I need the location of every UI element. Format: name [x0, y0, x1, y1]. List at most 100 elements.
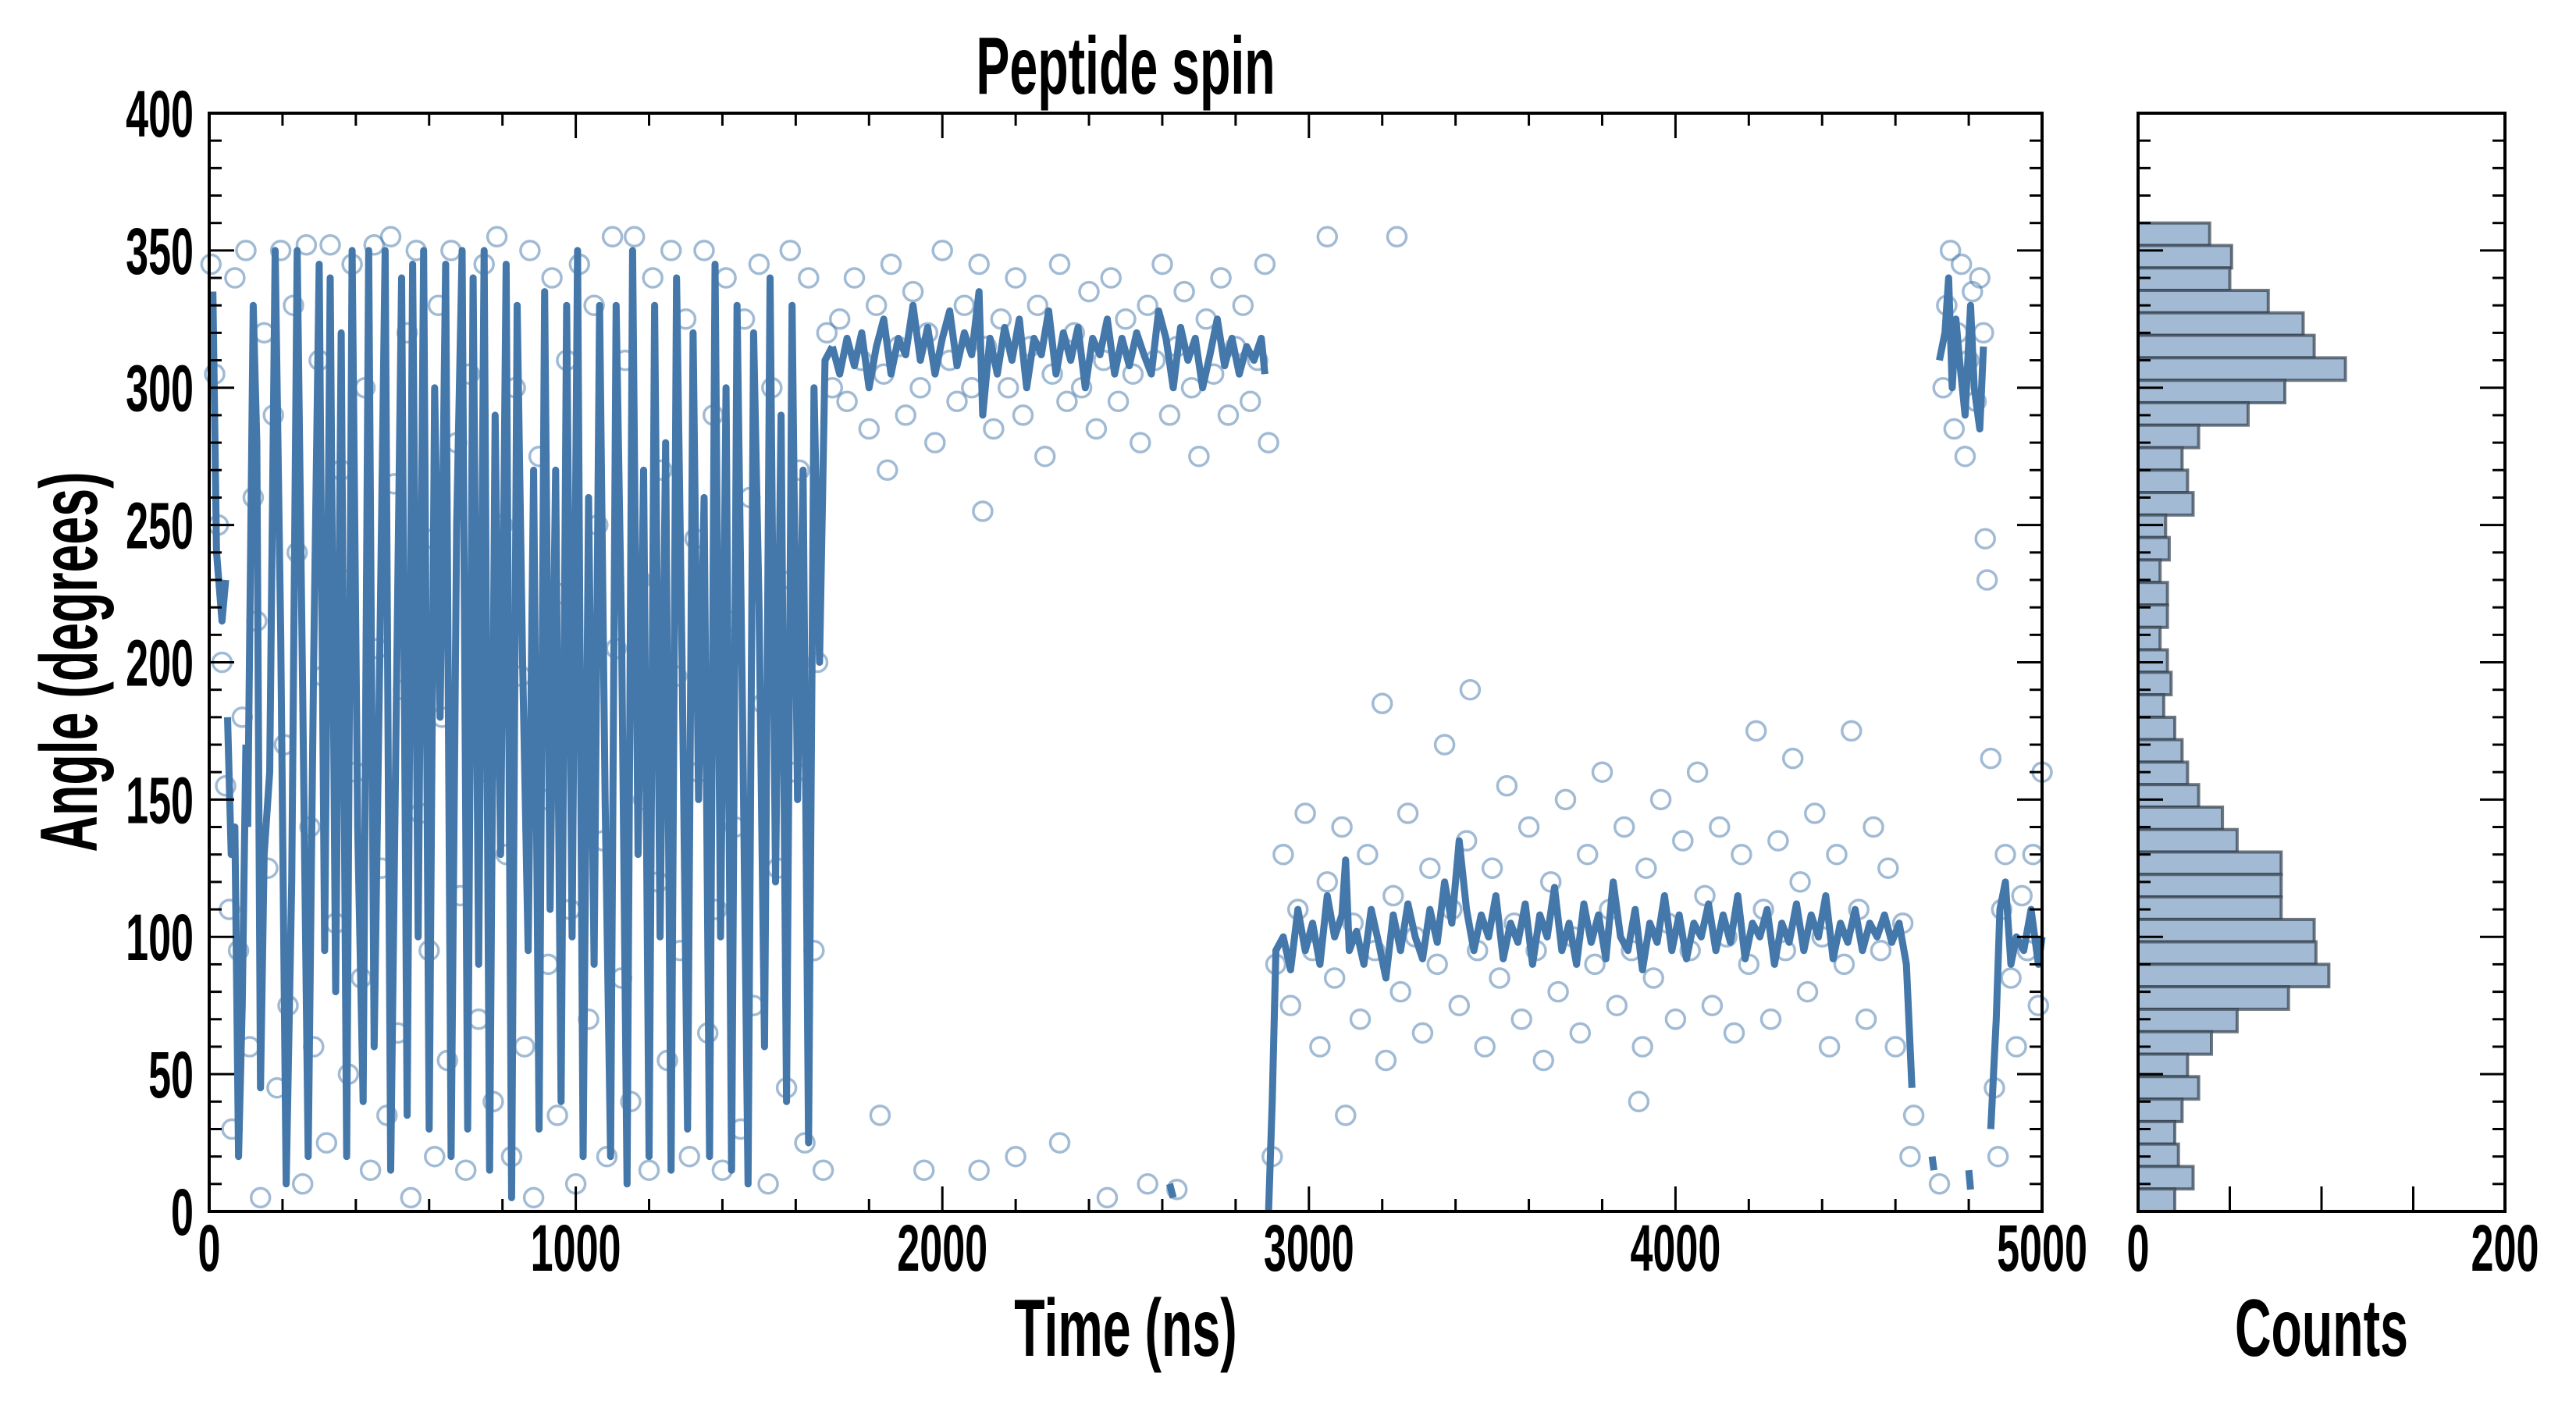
scatter-point: [983, 418, 1005, 440]
scatter-point: [1173, 280, 1195, 303]
x-tick-label: 1000: [531, 1211, 621, 1285]
histogram-bar: [2137, 962, 2331, 989]
scatter-point: [1841, 720, 1863, 742]
scatter-point: [1309, 1036, 1331, 1058]
scatter-point: [1973, 322, 1994, 344]
scatter-point: [2005, 1036, 2027, 1058]
scatter-point: [1335, 1104, 1357, 1126]
scatter-point: [541, 267, 563, 289]
scatter-point: [440, 240, 462, 261]
histogram-bar: [2137, 1165, 2195, 1191]
histogram-bar: [2137, 244, 2233, 270]
histogram-x-tick-label: 200: [2471, 1211, 2539, 1285]
scatter-point: [1357, 843, 1379, 866]
scatter-point: [1433, 734, 1456, 756]
scatter-point: [779, 240, 802, 261]
scatter-point: [858, 418, 881, 440]
scatter-point: [379, 226, 402, 248]
scatter-point: [1686, 761, 1709, 783]
scatter-point: [1474, 1036, 1496, 1058]
scatter-point: [715, 267, 737, 289]
scatter-point: [638, 1159, 660, 1181]
scatter-point: [1818, 1036, 1841, 1058]
x-axis-label: Time (ns): [1014, 1283, 1236, 1373]
scatter-point: [1158, 404, 1181, 426]
scatter-point: [1100, 267, 1122, 289]
scatter-point: [1217, 404, 1240, 426]
scatter-point: [1489, 967, 1510, 989]
histogram-bar: [2137, 535, 2171, 562]
scatter-point: [1137, 1173, 1158, 1195]
scatter-point: [1026, 294, 1049, 316]
scatter-point: [1576, 843, 1599, 866]
scatter-point: [1382, 884, 1404, 907]
scatter-point: [895, 404, 916, 426]
scatter-point: [865, 294, 888, 316]
histogram-bar: [2137, 625, 2162, 652]
scatter-point: [1115, 308, 1137, 330]
scatter-point: [794, 1132, 816, 1154]
scatter-point: [909, 377, 931, 399]
scatter-point: [2027, 994, 2050, 1016]
x-tick-label: 3000: [1264, 1211, 1354, 1285]
histogram-bar: [2137, 491, 2195, 517]
histogram-bar: [2137, 1008, 2239, 1033]
histogram-bar: [2137, 873, 2283, 899]
scatter-point: [1056, 390, 1078, 413]
scatter-point: [1232, 294, 1254, 316]
scatter-point: [514, 1036, 535, 1058]
scatter-point: [997, 377, 1019, 399]
histogram-bar: [2137, 806, 2225, 831]
scatter-point: [522, 1186, 545, 1209]
scatter-point: [269, 240, 292, 261]
y-tick-label: 50: [148, 1038, 194, 1112]
scatter-point: [1767, 830, 1789, 852]
histogram-bar: [2137, 513, 2168, 539]
scatter-point: [601, 226, 624, 248]
histogram-bar: [2137, 289, 2270, 315]
y-tick-label: 400: [126, 77, 194, 151]
histogram-bar: [2137, 468, 2190, 495]
scatter-point: [1628, 1090, 1650, 1113]
histogram-bar: [2137, 783, 2201, 809]
histogram-bar: [2137, 1119, 2176, 1146]
scatter-point: [1349, 1008, 1372, 1030]
scatter-point: [660, 240, 682, 261]
main-ticks: [209, 113, 2042, 1211]
scatter-point: [623, 226, 646, 248]
histogram-bar: [2137, 895, 2283, 921]
y-tick-label: 150: [126, 764, 194, 838]
x-tick-label: 0: [198, 1211, 221, 1285]
scatter-point: [1397, 802, 1419, 824]
scatter-point: [359, 1159, 382, 1181]
scatter-point: [843, 267, 866, 289]
scatter-point: [1005, 267, 1026, 289]
scatter-point: [1954, 445, 1976, 468]
series-line: [244, 247, 836, 1201]
scatter-point: [1371, 692, 1393, 715]
scatter-point: [1877, 857, 1899, 880]
scatter-point: [1151, 253, 1173, 276]
scatter-point: [836, 390, 858, 413]
histogram-bar: [2137, 1142, 2180, 1168]
scatter-point: [1974, 528, 1996, 550]
scatter-point: [1316, 871, 1339, 893]
histogram-bar: [2137, 581, 2169, 607]
scatter-point: [678, 1145, 700, 1168]
y-tick-label: 350: [126, 215, 194, 288]
scatter-point: [1781, 747, 1804, 770]
scatter-point: [1517, 816, 1540, 838]
scatter-point: [1976, 569, 1998, 591]
histogram-ticks: [2138, 139, 2505, 1211]
scatter-point: [1481, 857, 1503, 880]
scatter-point: [1855, 1008, 1877, 1030]
scatter-point: [1005, 1145, 1026, 1168]
scatter-point: [596, 1145, 618, 1168]
scatter-point: [291, 1173, 314, 1195]
scatter-point: [486, 226, 508, 248]
scatter-point: [968, 1159, 990, 1181]
series-line: [828, 288, 1268, 419]
scatter-point: [757, 1173, 779, 1195]
histogram-bar: [2137, 221, 2211, 247]
scatter-point: [1635, 857, 1657, 880]
